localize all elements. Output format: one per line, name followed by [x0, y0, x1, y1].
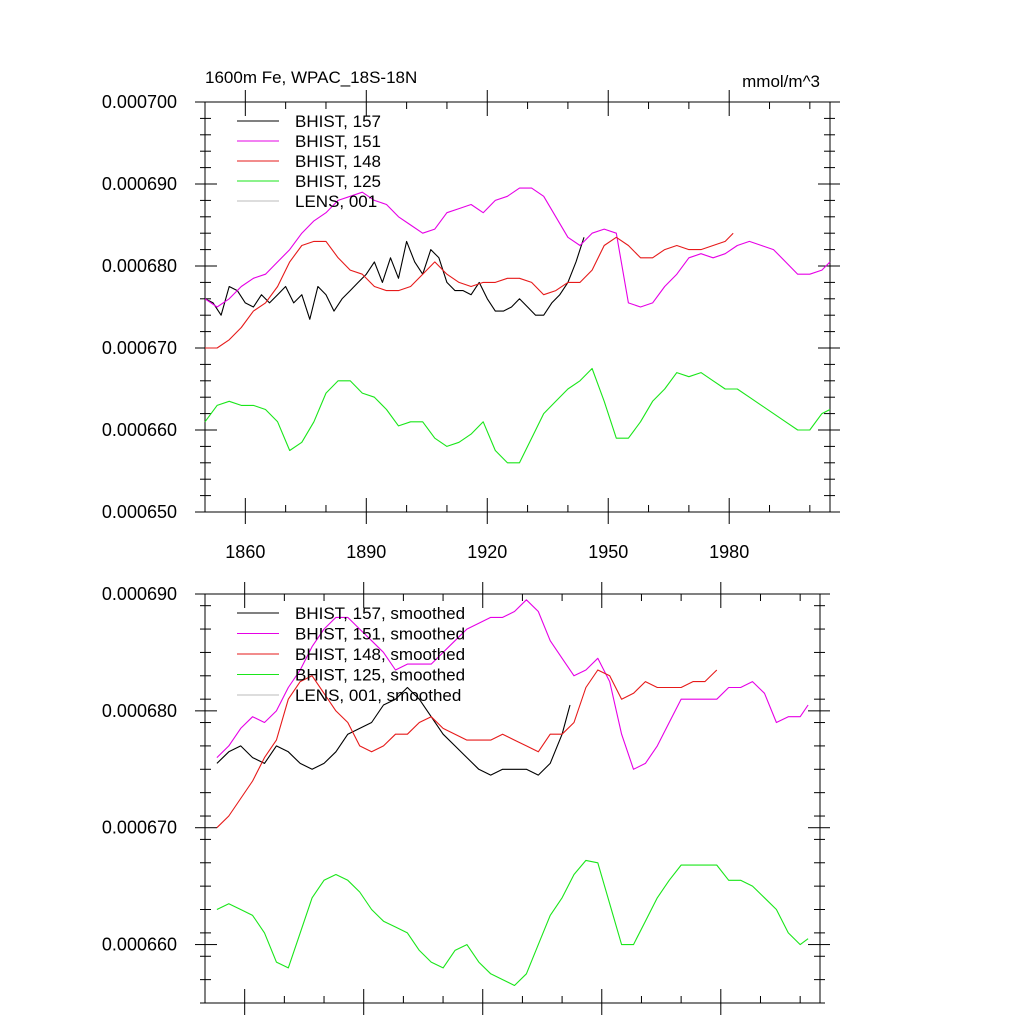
panel2-legend-label: BHIST, 148, smoothed: [295, 645, 465, 664]
panel1-x-tick-label: 1860: [225, 542, 265, 562]
bottom-panel: 0.000660 0.000670 0.000680 0.000690 BHIST, 1…: [102, 582, 830, 1015]
panel1-y-tick-label: 0.000680: [102, 256, 177, 276]
panel1-series-line-1: [204, 237, 585, 320]
panel1-x-tick-label: 1920: [467, 542, 507, 562]
panel1-legend-label: BHIST, 151: [295, 132, 381, 151]
panel2-y-tick-label: 0.000670: [102, 818, 177, 838]
panel2-y-tick-label: 0.000690: [102, 584, 177, 604]
panel2-legend-label: BHIST, 157, smoothed: [295, 604, 465, 623]
panel1-legend-label: BHIST, 157: [295, 112, 381, 131]
panel2-legend-label: BHIST, 125, smoothed: [295, 666, 465, 685]
panel2-series-line-2: [216, 599, 809, 770]
panel1-legend-label: BHIST, 148: [295, 152, 381, 171]
panel2-plot-frame: [204, 593, 821, 1004]
panel2-y-tick-label: 0.000660: [102, 935, 177, 955]
panel1-x-tick-label: 1950: [588, 542, 628, 562]
top-panel: 1860 1890 1920 1950 1980 0.000650 0.000660 0.00…: [102, 68, 840, 562]
panel1-series-line-2: [204, 187, 831, 308]
panel1-x-tick-label: 1890: [346, 542, 386, 562]
panel1-y-tick-label: 0.000660: [102, 420, 177, 440]
panel2-series-line-3: [216, 669, 718, 829]
panel1-y-tick-label: 0.000670: [102, 338, 177, 358]
panel1-plot-frame: [204, 101, 831, 513]
panel2-y-tick-label: 0.000680: [102, 701, 177, 721]
panel2-series-line-1: [216, 686, 571, 776]
panel1-units-label: mmol/m^3: [742, 72, 820, 91]
panel1-y-tick-label: 0.000650: [102, 502, 177, 522]
panel1-y-tick-label: 0.000690: [102, 174, 177, 194]
panel1-y-tick-label: 0.000700: [102, 92, 177, 112]
panel1-x-tick-label: 1980: [709, 542, 749, 562]
panel1-series-line-4: [204, 367, 831, 464]
panel2-legend-label: LENS, 001, smoothed: [295, 686, 461, 705]
panel2-series-line-4: [216, 859, 809, 987]
panel2-legend-label: BHIST, 151, smoothed: [295, 625, 465, 644]
panel1-legend-label: LENS, 001: [295, 192, 377, 211]
panel1-legend-label: BHIST, 125: [295, 172, 381, 191]
panel1-chart-title: 1600m Fe, WPAC_18S-18N: [205, 68, 417, 87]
panel1-series-line-3: [205, 232, 734, 349]
